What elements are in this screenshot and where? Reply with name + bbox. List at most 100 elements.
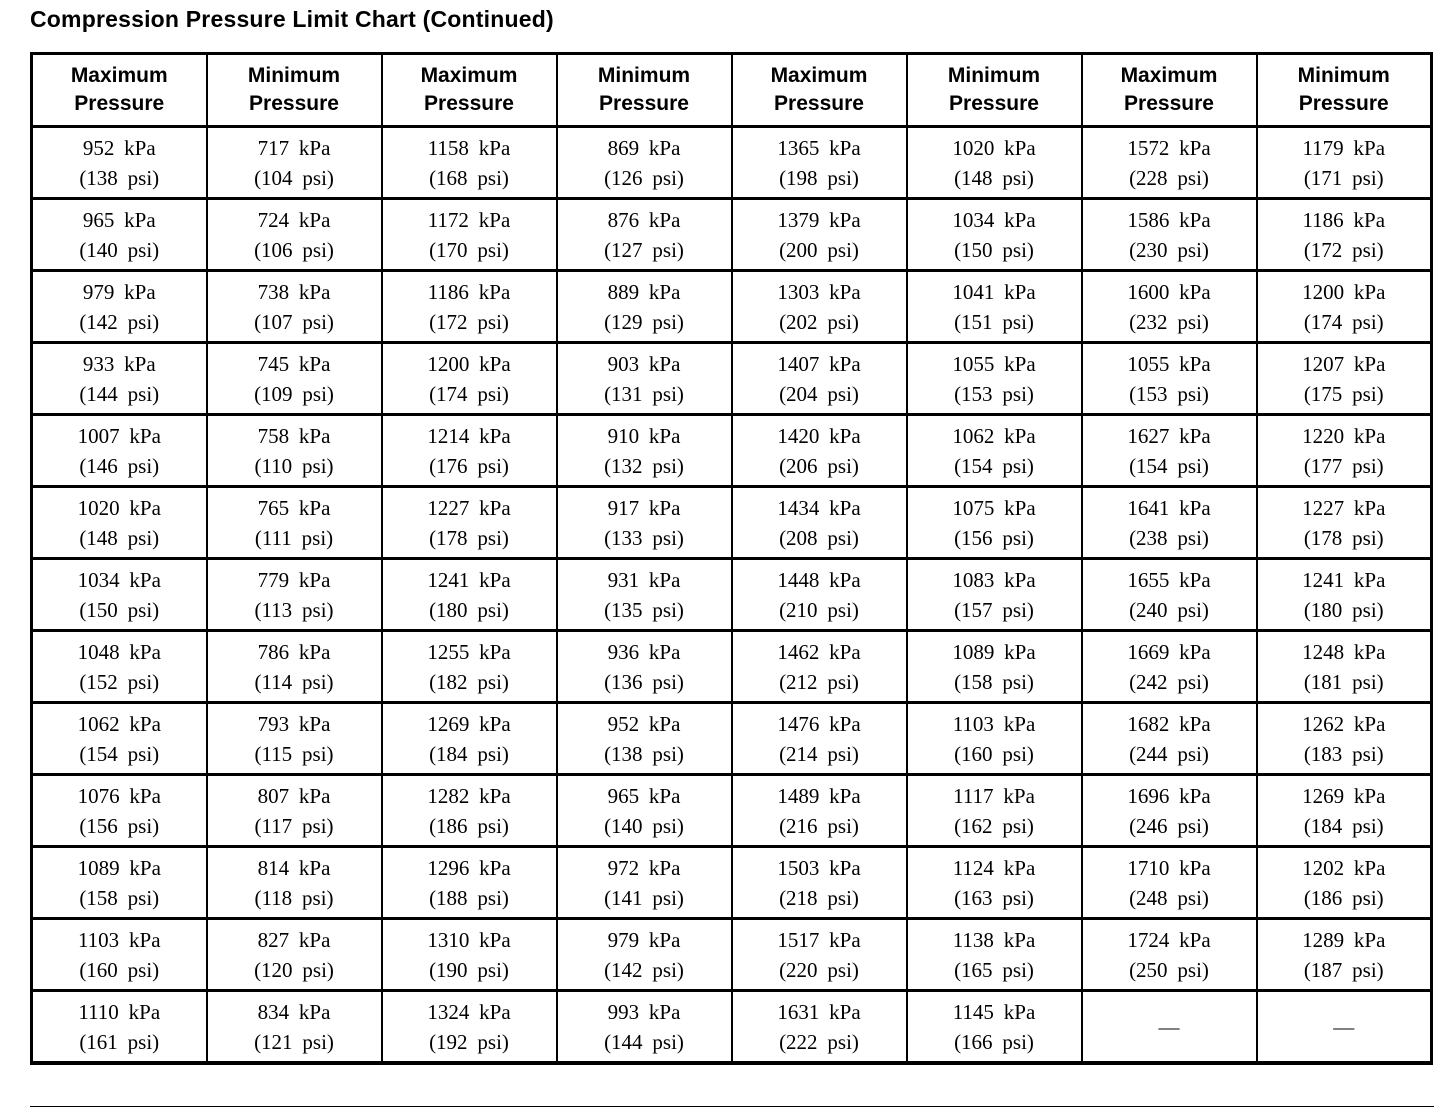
kpa-value: 1172 kPa <box>427 207 511 232</box>
header-line-top: Maximum <box>770 64 868 87</box>
psi-value: (146 psi) <box>79 453 160 478</box>
pressure-cell: 1420 kPa (206 psi) <box>730 413 908 488</box>
kpa-value: 779 kPa <box>257 567 331 592</box>
pressure-cell: 1034 kPa (150 psi) <box>905 197 1083 272</box>
column-header-1: Maximum Pressure <box>30 52 208 128</box>
table-row: 1034 kPa (150 psi) 779 kPa (113 psi) 1241 kP… <box>30 557 1433 632</box>
psi-value: (150 psi) <box>954 237 1034 262</box>
psi-value: (117 psi) <box>254 813 334 838</box>
psi-value: (113 psi) <box>254 597 334 622</box>
psi-value: (190 psi) <box>429 957 509 982</box>
kpa-value: 1696 kPa <box>1127 783 1211 808</box>
kpa-value: 1227 kPa <box>1302 495 1386 520</box>
pressure-cell: 834 kPa (121 psi) <box>205 989 383 1065</box>
psi-value: (208 psi) <box>779 525 859 550</box>
pressure-cell: 1062 kPa (154 psi) <box>30 701 208 776</box>
kpa-value: 1041 kPa <box>952 279 1036 304</box>
kpa-value: 1117 kPa <box>953 783 1035 808</box>
kpa-value: 1586 kPa <box>1127 207 1211 232</box>
pressure-cell: 1255 kPa (182 psi) <box>380 629 558 704</box>
pressure-cell: 1200 kPa (174 psi) <box>380 341 558 416</box>
kpa-value: 1641 kPa <box>1127 495 1211 520</box>
table-row: 979 kPa (142 psi) 738 kPa (107 psi) 1186 kPa… <box>30 269 1433 344</box>
psi-value: (172 psi) <box>1303 237 1384 262</box>
table-row: 1089 kPa (158 psi) 814 kPa (118 psi) 1296 kP… <box>30 845 1433 920</box>
header-line-bottom: Pressure <box>1298 92 1389 115</box>
pressure-cell: 965 kPa (140 psi) <box>555 773 733 848</box>
psi-value: (129 psi) <box>604 309 684 334</box>
kpa-value: 1448 kPa <box>777 567 861 592</box>
kpa-value: 827 kPa <box>257 927 331 952</box>
kpa-value: 1241 kPa <box>1302 567 1386 592</box>
kpa-value: 724 kPa <box>257 207 331 232</box>
psi-value: (198 psi) <box>779 165 859 190</box>
pressure-cell: 724 kPa (106 psi) <box>205 197 383 272</box>
pressure-cell: 876 kPa (127 psi) <box>555 197 733 272</box>
psi-value: (135 psi) <box>604 597 684 622</box>
pressure-cell: 952 kPa (138 psi) <box>30 125 208 200</box>
pressure-cell: 1269 kPa (184 psi) <box>1255 773 1433 848</box>
kpa-value: 717 kPa <box>257 135 331 160</box>
kpa-value: 1202 kPa <box>1302 855 1386 880</box>
psi-value: (157 psi) <box>954 597 1034 622</box>
kpa-value: 1724 kPa <box>1127 927 1211 952</box>
pressure-cell: 1631 kPa (222 psi) <box>730 989 908 1065</box>
psi-value: (156 psi) <box>954 525 1034 550</box>
psi-value: (148 psi) <box>79 525 160 550</box>
kpa-value: 1572 kPa <box>1127 135 1211 160</box>
pressure-cell: 1158 kPa (168 psi) <box>380 125 558 200</box>
psi-value: (118 psi) <box>254 885 334 910</box>
pressure-cell: 1186 kPa (172 psi) <box>380 269 558 344</box>
kpa-value: 1076 kPa <box>77 783 161 808</box>
psi-value: (121 psi) <box>254 1029 334 1054</box>
header-row: Maximum Pressure Minimum Pressure Maximum Pre… <box>30 52 1433 128</box>
psi-value: (150 psi) <box>79 597 160 622</box>
psi-value: (184 psi) <box>1303 813 1384 838</box>
kpa-value: 1503 kPa <box>777 855 861 880</box>
psi-value: (178 psi) <box>1303 525 1384 550</box>
psi-value: (187 psi) <box>1303 957 1384 982</box>
kpa-value: 1655 kPa <box>1127 567 1211 592</box>
psi-value: (144 psi) <box>604 1029 684 1054</box>
kpa-value: 1710 kPa <box>1127 855 1211 880</box>
table-body: 952 kPa (138 psi) 717 kPa (104 psi) 1158 kPa… <box>30 125 1433 1065</box>
kpa-value: 1220 kPa <box>1302 423 1386 448</box>
header-line-bottom: Pressure <box>249 92 339 115</box>
pressure-cell: 1517 kPa (220 psi) <box>730 917 908 992</box>
pressure-cell: 979 kPa (142 psi) <box>555 917 733 992</box>
pressure-cell: 1200 kPa (174 psi) <box>1255 269 1433 344</box>
psi-value: (158 psi) <box>79 885 160 910</box>
pressure-cell: 1289 kPa (187 psi) <box>1255 917 1433 992</box>
kpa-value: 952 kPa <box>607 711 681 736</box>
pressure-cell: 1172 kPa (170 psi) <box>380 197 558 272</box>
pressure-cell: 1462 kPa (212 psi) <box>730 629 908 704</box>
kpa-value: 758 kPa <box>257 423 331 448</box>
pressure-cell: 1696 kPa (246 psi) <box>1080 773 1258 848</box>
kpa-value: 1075 kPa <box>952 495 1036 520</box>
pressure-cell: 1034 kPa (150 psi) <box>30 557 208 632</box>
kpa-value: 1158 kPa <box>427 135 511 160</box>
table-row: 1110 kPa (161 psi) 834 kPa (121 psi) 1324 kP… <box>30 989 1433 1065</box>
pressure-cell: 1186 kPa (172 psi) <box>1255 197 1433 272</box>
pressure-cell: — <box>1255 989 1433 1065</box>
psi-value: (248 psi) <box>1129 885 1209 910</box>
pressure-cell: 1407 kPa (204 psi) <box>730 341 908 416</box>
kpa-value: 952 kPa <box>82 135 156 160</box>
kpa-value: 834 kPa <box>257 999 331 1024</box>
pressure-cell: 1089 kPa (158 psi) <box>905 629 1083 704</box>
psi-value: (115 psi) <box>254 741 334 766</box>
kpa-value: 1269 kPa <box>427 711 511 736</box>
psi-value: (141 psi) <box>604 885 684 910</box>
pressure-cell: 814 kPa (118 psi) <box>205 845 383 920</box>
psi-value: (127 psi) <box>604 237 684 262</box>
column-header-7: Maximum Pressure <box>1080 52 1258 128</box>
psi-value: (104 psi) <box>254 165 334 190</box>
pressure-cell: 917 kPa (133 psi) <box>555 485 733 560</box>
psi-value: (151 psi) <box>954 309 1034 334</box>
psi-value: (184 psi) <box>429 741 509 766</box>
psi-value: (181 psi) <box>1303 669 1384 694</box>
table-row: 933 kPa (144 psi) 745 kPa (109 psi) 1200 kPa… <box>30 341 1433 416</box>
kpa-value: 1627 kPa <box>1127 423 1211 448</box>
psi-value: (140 psi) <box>79 237 160 262</box>
